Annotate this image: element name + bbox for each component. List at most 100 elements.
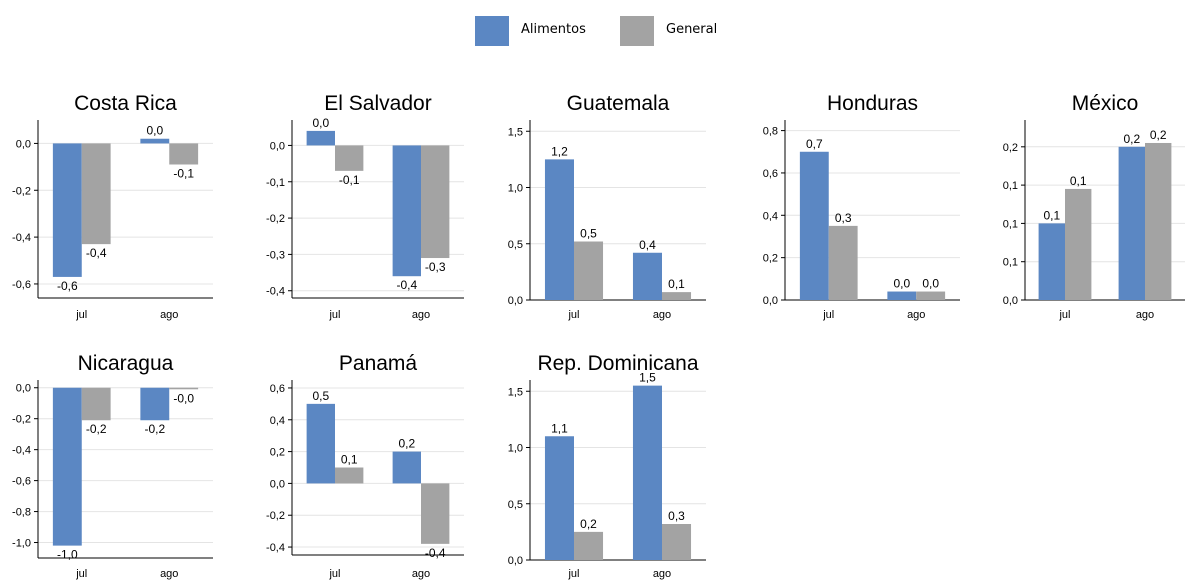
y-tick-label: -0,4 xyxy=(12,445,31,457)
x-tick-label: ago xyxy=(907,309,925,321)
data-label: 1,1 xyxy=(551,421,568,435)
panel-title: Guatemala xyxy=(567,92,670,115)
legend-item-alimentos: Alimentos xyxy=(475,16,615,46)
x-tick-label: ago xyxy=(412,568,430,580)
data-label: -0,2 xyxy=(86,422,107,436)
chart-panel-el-salvador: 0,0 -0,1 -0,2 -0,3 -0,4 0,0 -0,1 jul -0,4 -0,3 ago… xyxy=(266,92,464,321)
data-label: 0,3 xyxy=(835,211,852,225)
legend-label-general: General xyxy=(666,22,718,37)
y-tick-label: 1,0 xyxy=(508,443,523,455)
y-tick-label: 0,0 xyxy=(270,140,285,152)
data-label: 0,2 xyxy=(398,437,415,451)
data-label: 0,0 xyxy=(893,277,910,291)
y-tick-label: -0,3 xyxy=(266,249,285,261)
x-tick-label: ago xyxy=(160,309,178,321)
x-tick-label: jul xyxy=(75,309,87,321)
data-label: 0,3 xyxy=(668,509,685,523)
bar-general-ago xyxy=(1145,142,1172,300)
chart-panel-honduras: 0,0 0,2 0,4 0,6 0,8 0,7 0,3 jul 0,0 0,0 ago Hondura… xyxy=(763,92,960,321)
data-label: -0,4 xyxy=(86,246,107,260)
bar-alimentos-jul xyxy=(306,130,335,146)
y-tick-label: -0,4 xyxy=(12,232,31,244)
y-tick-label: -0,1 xyxy=(266,177,285,189)
data-label: 0,4 xyxy=(639,238,656,252)
data-label: -0,0 xyxy=(173,391,194,405)
y-tick-label: -0,4 xyxy=(266,542,285,554)
bar-general-jul xyxy=(335,145,364,171)
bar-alimentos-jul xyxy=(1038,223,1065,300)
y-tick-label: 0,1 xyxy=(1003,257,1018,269)
y-tick-label: 0,5 xyxy=(508,239,523,251)
y-tick-label: 0,0 xyxy=(508,295,523,307)
y-tick-label: 0,2 xyxy=(1003,142,1018,154)
y-tick-label: 1,5 xyxy=(508,126,523,138)
panel-title: Panamá xyxy=(339,352,418,375)
y-tick-label: 0,0 xyxy=(508,555,523,567)
bar-general-ago xyxy=(662,292,692,300)
panel-title: Costa Rica xyxy=(74,92,177,115)
x-tick-label: ago xyxy=(1136,309,1154,321)
bar-general-ago xyxy=(916,291,946,300)
y-tick-label: -0,6 xyxy=(12,279,31,291)
x-tick-label: jul xyxy=(75,568,87,580)
x-tick-label: jul xyxy=(567,309,579,321)
x-tick-label: jul xyxy=(328,568,340,580)
y-tick-label: -0,2 xyxy=(266,213,285,225)
y-tick-label: 0,0 xyxy=(1003,295,1018,307)
bar-alimentos-jul xyxy=(544,159,574,300)
panel-title: Nicaragua xyxy=(78,352,174,375)
x-tick-label: jul xyxy=(1058,309,1070,321)
data-label: 0,7 xyxy=(806,137,823,151)
data-label: -0,2 xyxy=(144,422,165,436)
data-label: 0,2 xyxy=(1150,128,1167,142)
legend-swatch-general xyxy=(620,16,654,46)
bar-general-jul xyxy=(335,467,364,484)
y-tick-label: -0,2 xyxy=(266,510,285,522)
chart-panel-mexico: 0,0 0,1 0,1 0,1 0,2 0,1 0,1 jul 0,2 0,2 ago México xyxy=(1003,92,1185,321)
data-label: 0,0 xyxy=(922,277,939,291)
y-tick-label: -0,4 xyxy=(266,286,285,298)
y-tick-label: -0,8 xyxy=(12,507,31,519)
chart-panel-rep-dominicana: 0,0 0,5 1,0 1,5 1,1 0,2 jul 1,5 0,3 ago Rep. Domin… xyxy=(508,352,706,580)
bar-general-ago xyxy=(169,387,199,390)
bar-alimentos-jul xyxy=(799,151,829,300)
bar-alimentos-jul xyxy=(306,403,335,484)
data-label: 0,0 xyxy=(146,124,163,138)
bar-alimentos-jul xyxy=(544,436,574,560)
bar-alimentos-ago xyxy=(1118,146,1145,300)
panel-title: El Salvador xyxy=(324,92,431,115)
bar-alimentos-ago xyxy=(887,291,917,300)
data-label: -0,4 xyxy=(396,278,417,292)
bar-general-jul xyxy=(1065,188,1092,300)
panel-title: Rep. Dominicana xyxy=(537,352,698,375)
data-label: -0,6 xyxy=(57,279,78,293)
bar-general-jul xyxy=(81,143,111,245)
chart-panel-nicaragua: 0,0 -0,2 -0,4 -0,6 -0,8 -1,0 -1,0 -0,2 jul -0,2 -0… xyxy=(12,352,213,580)
bar-general-ago xyxy=(169,143,199,165)
x-tick-label: jul xyxy=(328,309,340,321)
y-tick-label: 0,4 xyxy=(763,210,778,222)
chart-panel-costa-rica: 0,0 -0,2 -0,4 -0,6 -0,6 -0,4 jul 0,0 -0,1 ago Cost… xyxy=(12,92,213,321)
legend-label-alimentos: Alimentos xyxy=(521,22,586,37)
data-label: 0,2 xyxy=(1123,132,1140,146)
panel-title: México xyxy=(1072,92,1139,115)
bar-general-ago xyxy=(662,524,692,560)
data-label: 0,1 xyxy=(341,453,358,467)
bar-general-ago xyxy=(421,145,450,259)
x-tick-label: jul xyxy=(822,309,834,321)
bar-alimentos-jul xyxy=(52,143,82,277)
y-tick-label: 0,0 xyxy=(270,478,285,490)
data-label: 1,2 xyxy=(551,144,568,158)
legend-swatch-alimentos xyxy=(475,16,509,46)
y-tick-label: 0,0 xyxy=(16,383,31,395)
x-tick-label: jul xyxy=(567,568,579,580)
bar-alimentos-jul xyxy=(52,387,82,546)
bar-general-jul xyxy=(828,225,858,300)
y-tick-label: 0,0 xyxy=(763,295,778,307)
data-label: 0,1 xyxy=(668,277,685,291)
y-tick-label: 0,1 xyxy=(1003,218,1018,230)
data-label: -0,3 xyxy=(425,260,446,274)
bar-general-jul xyxy=(574,531,604,560)
bar-alimentos-ago xyxy=(632,385,662,560)
